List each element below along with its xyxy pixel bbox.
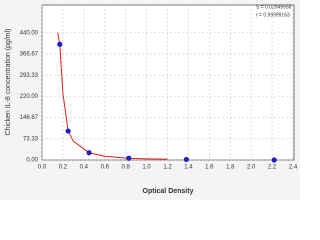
data-point [183,156,189,163]
data-point [86,150,92,156]
chart: Chicken IL-8 concentration (pg/ml) Optic… [0,0,300,200]
y-tick-label: 293.33 [20,73,39,79]
y-tick-label: 146.67 [20,115,39,121]
data-point [65,128,71,134]
data-point [271,157,277,163]
x-tick-label: 1.4 [184,165,193,171]
x-tick-label: 2.2 [268,165,277,171]
x-tick-label: 0.4 [80,165,89,171]
y-tick-label: 0.00 [26,158,38,164]
x-tick-label: 2.4 [289,165,298,171]
x-tick-label: 1.6 [205,165,214,171]
x-tick-label: 1.0 [142,165,151,171]
data-point [57,41,63,47]
y-tick-label: 440.00 [20,30,39,36]
x-tick-label: 2.0 [247,165,256,171]
x-tick-label: 1.8 [226,165,235,171]
fit-curve [57,32,168,160]
y-tick-label: 220.00 [20,94,39,100]
annotation: r = 0.99999163 [256,12,290,18]
x-tick-label: 0.8 [121,165,130,171]
x-tick-label: 0.2 [59,165,68,171]
plot-area [41,4,295,161]
x-tick-label: 0.6 [101,165,110,171]
y-tick-label: 73.33 [23,136,39,142]
y-axis-label: Chicken IL-8 concentration (pg/ml) [5,29,12,136]
x-tick-label: 1.2 [163,165,172,171]
annotation: S = 0.02945558 [256,4,292,10]
y-tick-label: 366.67 [20,52,39,58]
x-tick-label: 0.0 [38,165,47,171]
x-axis-label: Optical Density [143,188,194,195]
page: {"chart_data": {"type": "scatter", "xlab… [0,0,300,200]
data-point [126,155,132,161]
